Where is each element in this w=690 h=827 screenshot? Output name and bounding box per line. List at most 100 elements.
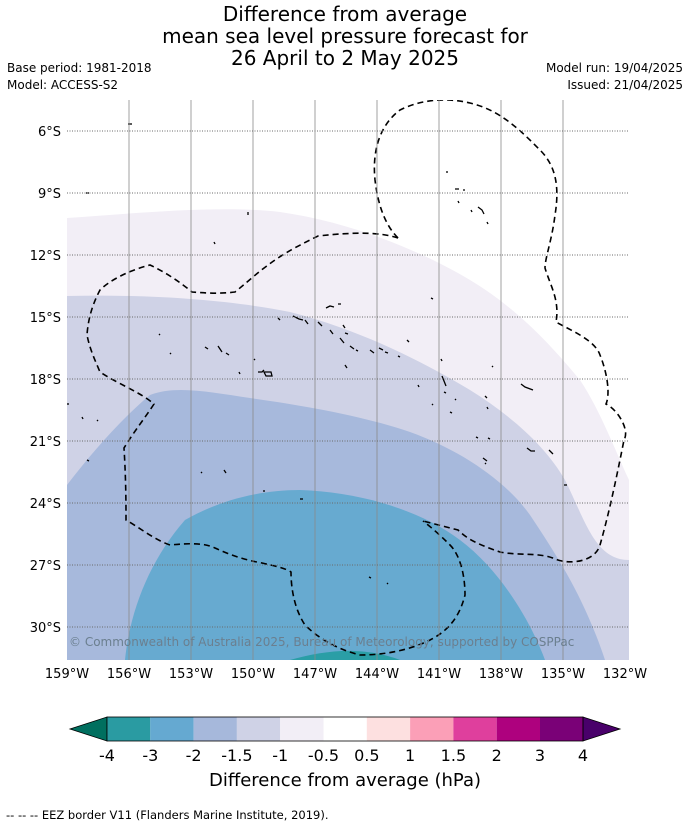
- colorbar-labels: -4 -3 -2 -1.5 -1 -0.5 0.5 1 1.5 2 3 4: [99, 746, 588, 765]
- colorbar-label: -1: [272, 746, 288, 765]
- island: [457, 200, 460, 204]
- island: [441, 375, 447, 387]
- island: [96, 419, 99, 422]
- colorbar-segment: [280, 717, 324, 741]
- colorbar-label: 3: [535, 746, 545, 765]
- colorbar-segment: [150, 717, 194, 741]
- latitude-labels: 6°S 9°S 12°S 15°S 18°S 21°S 24°S 27°S 30…: [30, 125, 61, 636]
- anomaly-band-minus-3: [290, 650, 400, 660]
- island: [342, 324, 349, 335]
- island: [526, 447, 554, 455]
- colorbar-label: 4: [578, 746, 588, 765]
- colorbar-title: Difference from average (hPa): [208, 770, 482, 791]
- island: [213, 241, 216, 245]
- island: [431, 403, 434, 406]
- colorbar: -4 -3 -2 -1.5 -1 -0.5 0.5 1 1.5 2 3 4: [68, 716, 622, 765]
- island: [482, 457, 488, 465]
- island: [169, 352, 172, 355]
- model-name: Model: ACCESS-S2: [7, 78, 119, 92]
- island: [344, 364, 348, 369]
- island: [470, 209, 473, 213]
- lon-label-159w: 159°W: [45, 667, 89, 682]
- lat-label-21s: 21°S: [30, 435, 61, 450]
- colorbar-segment: [193, 717, 237, 741]
- colorbar-segment: [496, 717, 540, 741]
- island: [454, 398, 457, 401]
- lat-label-12s: 12°S: [30, 249, 61, 264]
- island: [258, 369, 265, 373]
- island: [238, 371, 241, 375]
- island: [386, 582, 389, 585]
- colorbar-label: -4: [99, 746, 115, 765]
- lon-label-138w: 138°W: [479, 667, 523, 682]
- island: [491, 365, 494, 368]
- island: [430, 297, 434, 300]
- colorbar-segment: [236, 717, 281, 741]
- lat-label-18s: 18°S: [30, 373, 61, 388]
- island: [406, 339, 410, 343]
- colorbar-segment: [323, 717, 367, 741]
- lon-label-156w: 156°W: [107, 667, 151, 682]
- island: [277, 317, 281, 321]
- title-line-1: Difference from average: [222, 2, 468, 26]
- island: [262, 371, 273, 377]
- colorbar-label: 1: [405, 746, 415, 765]
- island: [200, 471, 203, 474]
- map-area: © Commonwealth of Australia 2025, Bureau…: [67, 100, 629, 660]
- lat-label-15s: 15°S: [30, 311, 61, 326]
- lon-label-147w: 147°W: [293, 667, 337, 682]
- longitude-labels: 159°W 156°W 153°W 150°W 147°W 144°W 141°…: [45, 667, 647, 682]
- island: [475, 436, 491, 440]
- lon-label-135w: 135°W: [541, 667, 585, 682]
- island: [417, 384, 420, 388]
- lon-label-144w: 144°W: [355, 667, 399, 682]
- lon-label-132w: 132°W: [603, 667, 647, 682]
- issued-date: Issued: 21/04/2025: [567, 78, 683, 92]
- island: [455, 188, 465, 191]
- colorbar-extend-low: [68, 716, 108, 742]
- island: [223, 469, 227, 474]
- copyright-notice: © Commonwealth of Australia 2025, Bureau…: [69, 635, 574, 649]
- colorbar-label: -1.5: [221, 746, 252, 765]
- island: [158, 333, 161, 336]
- colorbar-label: -3: [142, 746, 158, 765]
- colorbar-label: -0.5: [308, 746, 339, 765]
- island: [217, 345, 230, 356]
- island: [443, 391, 447, 394]
- island: [397, 355, 401, 358]
- lat-label-30s: 30°S: [30, 621, 61, 636]
- lon-label-150w: 150°W: [231, 667, 275, 682]
- eez-border-main: [86, 232, 466, 656]
- colorbar-label: 1.5: [441, 746, 466, 765]
- eez-legend: -- -- -- EEZ border V11 (Flanders Marine…: [6, 808, 329, 822]
- island: [86, 459, 90, 462]
- island: [325, 303, 341, 309]
- colorbar-label: -2: [186, 746, 202, 765]
- eez-borders: [86, 100, 627, 656]
- model-run: Model run: 19/04/2025: [545, 61, 683, 75]
- island: [368, 576, 372, 579]
- title-line-2: mean sea level pressure forecast for: [162, 24, 528, 48]
- island: [317, 321, 359, 352]
- lon-label-153w: 153°W: [169, 667, 213, 682]
- anomaly-band-minus-2: [125, 490, 545, 660]
- eez-border-north: [373, 100, 627, 563]
- base-period: Base period: 1981-2018: [7, 61, 152, 75]
- island: [486, 221, 489, 225]
- island: [449, 411, 453, 414]
- island: [484, 395, 489, 410]
- colorbar-segment: [107, 717, 151, 741]
- graticule: [128, 100, 564, 660]
- lat-label-6s: 6°S: [38, 125, 61, 140]
- lon-label-141w: 141°W: [417, 667, 461, 682]
- colorbar-segment: [453, 717, 497, 741]
- colorbar-outline: [106, 716, 584, 742]
- island: [440, 358, 443, 362]
- island: [81, 416, 84, 420]
- lat-label-27s: 27°S: [30, 559, 61, 574]
- island: [369, 347, 389, 354]
- lat-label-24s: 24°S: [30, 497, 61, 512]
- islands: [67, 123, 567, 585]
- island: [204, 346, 209, 350]
